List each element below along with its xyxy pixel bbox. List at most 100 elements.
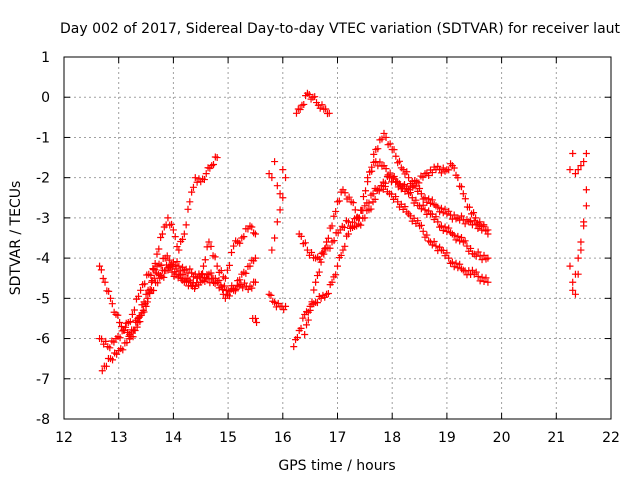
data-point <box>299 314 307 322</box>
data-point <box>340 224 348 232</box>
data-point <box>223 266 231 274</box>
data-point <box>126 318 134 326</box>
data-point <box>328 222 336 230</box>
data-point <box>312 278 320 286</box>
data-point <box>188 269 196 277</box>
data-point <box>306 306 314 314</box>
y-tick-label: -7 <box>36 372 50 388</box>
data-point <box>301 331 309 339</box>
data-point <box>425 172 433 180</box>
data-point <box>101 278 109 286</box>
data-point <box>425 195 433 203</box>
data-point <box>409 183 417 191</box>
data-point <box>437 169 445 177</box>
data-point <box>434 162 442 170</box>
data-point <box>313 299 321 307</box>
data-point <box>470 209 478 217</box>
data-point <box>106 294 114 302</box>
data-point <box>437 222 445 230</box>
data-point <box>476 277 484 285</box>
data-point <box>428 196 436 204</box>
data-point <box>457 183 465 191</box>
data-point <box>441 223 449 231</box>
data-point <box>395 157 403 165</box>
data-point <box>122 323 130 331</box>
data-point <box>250 229 258 237</box>
data-point <box>142 290 150 298</box>
data-point <box>421 206 429 214</box>
data-point <box>161 267 169 275</box>
data-point <box>154 279 162 287</box>
data-point <box>394 198 402 206</box>
data-point <box>165 256 173 264</box>
data-point <box>146 285 154 293</box>
x-tick-label: 14 <box>164 430 182 446</box>
data-point <box>303 321 311 329</box>
data-point <box>182 221 190 229</box>
data-point <box>450 164 458 172</box>
data-point <box>150 274 158 282</box>
data-point <box>463 242 471 250</box>
data-point <box>157 233 165 241</box>
data-point <box>236 239 244 247</box>
data-point <box>445 254 453 262</box>
data-point <box>577 162 585 170</box>
x-axis-label: GPS time / hours <box>278 458 395 474</box>
data-point <box>432 213 440 221</box>
y-tick-label: -1 <box>36 130 50 146</box>
data-point <box>445 207 453 215</box>
x-tick-label: 20 <box>493 430 511 446</box>
data-point <box>417 221 425 229</box>
data-point <box>325 109 333 117</box>
data-point <box>335 197 343 205</box>
x-tick-label: 21 <box>547 430 565 446</box>
data-point <box>98 367 106 375</box>
data-point <box>330 237 338 245</box>
data-point <box>332 207 340 215</box>
data-point <box>376 158 384 166</box>
data-point <box>173 243 181 251</box>
data-point <box>412 196 420 204</box>
data-point <box>225 261 233 269</box>
data-point <box>454 174 462 182</box>
data-point <box>241 279 249 287</box>
data-point <box>239 284 247 292</box>
data-point <box>484 230 492 238</box>
data-point <box>300 100 308 108</box>
data-point <box>439 246 447 254</box>
data-point <box>213 262 221 270</box>
data-point <box>168 220 176 228</box>
data-point <box>472 221 480 229</box>
data-point <box>120 327 128 335</box>
data-point <box>454 232 462 240</box>
data-point <box>476 218 484 226</box>
data-point <box>98 335 106 343</box>
data-point <box>371 195 379 203</box>
data-point <box>230 242 238 250</box>
data-point <box>577 246 585 254</box>
data-point <box>135 292 143 300</box>
data-point <box>141 280 149 288</box>
data-point <box>293 333 301 341</box>
data-point <box>201 256 209 264</box>
data-point <box>201 277 209 285</box>
data-point <box>207 242 215 250</box>
data-point <box>401 181 409 189</box>
data-point <box>153 250 161 258</box>
data-point <box>225 292 233 300</box>
data-point <box>292 109 300 117</box>
data-point <box>380 129 388 137</box>
data-point <box>434 203 442 211</box>
data-point <box>362 187 370 195</box>
data-point <box>163 252 171 260</box>
tick-labels: 12 13 14 15 16 17 18 19 20 21 22 -8 -7 -6 -5 -4 -3 -2 -1 0 1 <box>36 50 620 446</box>
data-point <box>417 190 425 198</box>
data-point <box>408 194 416 202</box>
data-point <box>179 235 187 243</box>
data-point <box>337 251 345 259</box>
data-point <box>315 268 323 276</box>
data-point <box>282 174 290 182</box>
data-point <box>128 310 136 318</box>
data-point <box>171 233 179 241</box>
